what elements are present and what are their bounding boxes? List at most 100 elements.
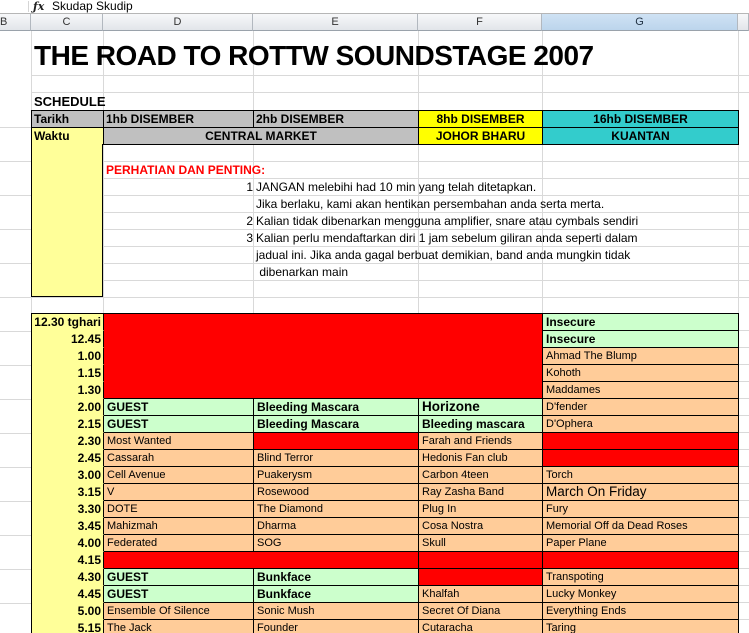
schedule-cell[interactable]: Ahmad The Blump: [543, 348, 740, 365]
schedule-cell[interactable]: D'Ophera: [543, 416, 740, 433]
time-cell[interactable]: 3.15: [32, 484, 104, 501]
schedule-cell[interactable]: Fury: [543, 501, 740, 518]
schedule-cell-blocked[interactable]: [254, 433, 419, 450]
note-line[interactable]: Jika berlaku, kami akan hentikan persemb…: [103, 196, 604, 212]
time-cell[interactable]: 5.00: [32, 603, 104, 620]
time-cell[interactable]: 5.15: [32, 620, 104, 633]
schedule-cell[interactable]: Torch: [543, 467, 740, 484]
schedule-cell[interactable]: Maddames: [543, 382, 740, 399]
schedule-cell[interactable]: Bleeding mascara: [419, 416, 544, 433]
time-cell[interactable]: 4.15: [32, 552, 104, 569]
schedule-cell-blocked[interactable]: [419, 569, 544, 586]
column-header-D[interactable]: D: [103, 14, 253, 31]
schedule-cell[interactable]: GUEST: [104, 399, 254, 416]
schedule-cell[interactable]: Kohoth: [543, 365, 740, 382]
column-header-G[interactable]: G: [542, 14, 738, 31]
page-title[interactable]: THE ROAD TO ROTTW SOUNDSTAGE 2007: [34, 40, 594, 71]
time-cell[interactable]: 4.45: [32, 586, 104, 603]
venue-cell[interactable]: CENTRAL MARKET: [104, 128, 419, 145]
schedule-cell[interactable]: Sonic Mush: [254, 603, 419, 620]
schedule-cell[interactable]: Transpoting: [543, 569, 740, 586]
schedule-cell[interactable]: Blind Terror: [254, 450, 419, 467]
column-header-E[interactable]: E: [253, 14, 418, 31]
schedule-cell[interactable]: Plug In: [419, 501, 544, 518]
schedule-cell[interactable]: Most Wanted: [104, 433, 254, 450]
time-cell[interactable]: 3.00: [32, 467, 104, 484]
schedule-cell[interactable]: Cosa Nostra: [419, 518, 544, 535]
schedule-cell[interactable]: Everything Ends: [543, 603, 740, 620]
schedule-cell-blocked[interactable]: [543, 450, 740, 467]
schedule-cell[interactable]: Rosewood: [254, 484, 419, 501]
schedule-cell[interactable]: SOG: [254, 535, 419, 552]
venue-cell[interactable]: JOHOR BHARU: [419, 128, 543, 145]
time-cell[interactable]: 2.00: [32, 399, 104, 416]
time-cell[interactable]: 1.30: [32, 382, 104, 399]
time-cell[interactable]: 4.00: [32, 535, 104, 552]
schedule-cell[interactable]: Ray Zasha Band: [419, 484, 544, 501]
schedule-cell[interactable]: The Jack: [104, 620, 254, 633]
schedule-cell[interactable]: Dharma: [254, 518, 419, 535]
formula-input[interactable]: [52, 0, 742, 13]
time-cell[interactable]: 1.15: [32, 365, 104, 382]
tarikh-label[interactable]: Tarikh: [32, 111, 104, 128]
column-header-F[interactable]: F: [418, 14, 542, 31]
schedule-cell[interactable]: March On Friday: [543, 484, 740, 501]
note-line[interactable]: jadual ini. Jika anda gagal berbuat demi…: [103, 247, 630, 263]
date-cell[interactable]: 8hb DISEMBER: [419, 111, 543, 128]
waktu-label[interactable]: Waktu: [32, 128, 104, 145]
schedule-cell[interactable]: V: [104, 484, 254, 501]
time-cell[interactable]: 1.00: [32, 348, 104, 365]
schedule-cell[interactable]: Hedonis Fan club: [419, 450, 544, 467]
schedule-cell[interactable]: GUEST: [104, 569, 254, 586]
time-cell[interactable]: 2.45: [32, 450, 104, 467]
schedule-cell[interactable]: GUEST: [104, 586, 254, 603]
column-header-partial[interactable]: [738, 14, 749, 31]
schedule-cell[interactable]: Bleeding Mascara: [254, 416, 419, 433]
time-cell[interactable]: 4.30: [32, 569, 104, 586]
schedule-cell[interactable]: Skull: [419, 535, 544, 552]
notes-yellow-cell[interactable]: [31, 144, 103, 297]
schedule-cell[interactable]: The Diamond: [254, 501, 419, 518]
schedule-cell[interactable]: Memorial Off da Dead Roses: [543, 518, 740, 535]
schedule-cell[interactable]: Lucky Monkey: [543, 586, 740, 603]
schedule-cell[interactable]: D'fender: [543, 399, 740, 416]
schedule-cell[interactable]: Paper Plane: [543, 535, 740, 552]
schedule-heading[interactable]: SCHEDULE: [34, 94, 106, 109]
schedule-cell-blocked[interactable]: [419, 552, 544, 569]
note-line[interactable]: 2 Kalian tidak dibenarkan mengguna amplif…: [103, 213, 638, 229]
time-cell[interactable]: 12.30 tghari: [32, 314, 104, 331]
date-cell[interactable]: 16hb DISEMBER: [543, 111, 739, 128]
time-cell[interactable]: 2.30: [32, 433, 104, 450]
schedule-cell[interactable]: Insecure: [543, 314, 740, 331]
schedule-cell[interactable]: Founder: [254, 620, 419, 633]
schedule-cell[interactable]: Cutaracha: [419, 620, 544, 633]
schedule-cell-blocked[interactable]: [104, 314, 544, 399]
schedule-cell[interactable]: Bunkface: [254, 569, 419, 586]
note-line[interactable]: dibenarkan main: [103, 264, 348, 280]
note-line[interactable]: 1 JANGAN melebihi had 10 min yang telah d…: [103, 179, 536, 195]
time-cell[interactable]: 3.30: [32, 501, 104, 518]
note-line[interactable]: 3 Kalian perlu mendaftarkan diri 1 jam se…: [103, 230, 637, 246]
schedule-cell[interactable]: Khalfah: [419, 586, 544, 603]
schedule-cell[interactable]: Federated: [104, 535, 254, 552]
schedule-cell[interactable]: Secret Of Diana: [419, 603, 544, 620]
time-cell[interactable]: 12.45: [32, 331, 104, 348]
schedule-cell-blocked[interactable]: [104, 552, 419, 569]
date-cell[interactable]: 2hb DISEMBER: [254, 111, 419, 128]
schedule-cell[interactable]: DOTE: [104, 501, 254, 518]
schedule-cell-blocked[interactable]: [543, 433, 740, 450]
date-cell[interactable]: 1hb DISEMBER: [104, 111, 254, 128]
schedule-cell-blocked[interactable]: [543, 552, 740, 569]
schedule-cell[interactable]: Ensemble Of Silence: [104, 603, 254, 620]
schedule-cell[interactable]: GUEST: [104, 416, 254, 433]
schedule-cell[interactable]: Puakerysm: [254, 467, 419, 484]
column-header-B[interactable]: B: [0, 14, 31, 31]
notes-heading[interactable]: PERHATIAN DAN PENTING:: [106, 163, 266, 177]
venue-cell[interactable]: KUANTAN: [543, 128, 739, 145]
time-cell[interactable]: 2.15: [32, 416, 104, 433]
column-header-C[interactable]: C: [31, 14, 103, 31]
schedule-cell[interactable]: Horizone: [419, 399, 544, 416]
schedule-cell[interactable]: Taring: [543, 620, 740, 633]
schedule-cell[interactable]: Carbon 4teen: [419, 467, 544, 484]
schedule-cell[interactable]: Insecure: [543, 331, 740, 348]
